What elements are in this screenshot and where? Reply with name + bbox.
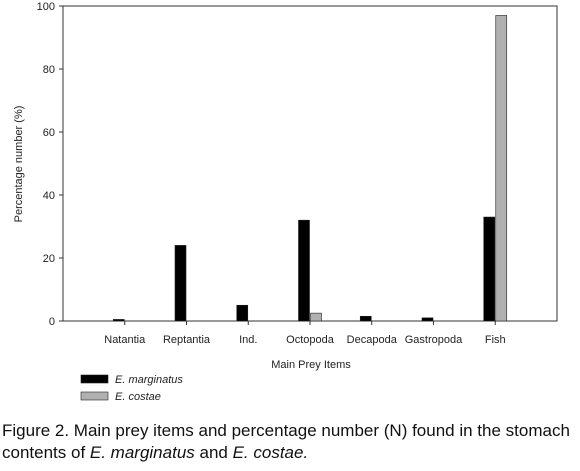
bar-series-1 (236, 304, 249, 322)
x-tick-label: Decapoda (347, 334, 398, 346)
bar-series-1 (421, 317, 434, 322)
legend-swatch (80, 391, 109, 401)
y-axis-title: Percentage number (%) (13, 106, 25, 223)
plot-frame (62, 5, 558, 322)
legend: E. marginatus E. costae (80, 374, 183, 403)
legend-label: E. costae (115, 391, 161, 403)
x-tick-label: Fish (485, 334, 506, 346)
x-tick-label: Natantia (104, 334, 146, 346)
y-tick-label: 40 (43, 190, 55, 202)
x-tick-label: Octopoda (286, 334, 335, 346)
x-axis-ticks: Natantia Reptantia Ind. Octopoda Decapoda Gas… (104, 321, 506, 346)
bar-chart: 0 20 40 60 80 100 Natantia Reptantia Ind. Octopo… (13, 1, 558, 403)
x-axis-title: Main Prey Items (271, 359, 351, 371)
legend-label: E. marginatus (115, 374, 183, 386)
bars (112, 15, 508, 322)
figure-caption: Figure 2. Main prey items and percentage… (2, 420, 578, 464)
x-tick-label: Reptantia (163, 334, 211, 346)
caption-conjunction: and (194, 443, 233, 462)
legend-swatch (80, 374, 109, 384)
y-tick-label: 100 (37, 1, 55, 13)
y-tick-label: 0 (49, 316, 55, 328)
x-tick-label: Gastropoda (405, 334, 463, 346)
y-tick-label: 60 (43, 127, 55, 139)
bar-series-1 (112, 319, 125, 322)
bar-series-1 (174, 245, 187, 322)
caption-species-2: E. costae. (232, 443, 309, 462)
caption-species-1: E. marginatus (89, 443, 195, 462)
y-tick-label: 80 (43, 64, 55, 76)
caption-text: Figure 2. Main prey items and percentage… (2, 421, 570, 462)
y-tick-label: 20 (43, 253, 55, 265)
bar-series-2 (495, 15, 508, 322)
bar-series-1 (359, 315, 372, 322)
x-tick-label: Ind. (239, 334, 257, 346)
plot-area (62, 5, 558, 322)
bar-series-1 (298, 219, 310, 322)
y-axis-ticks: 0 20 40 60 80 100 (37, 1, 63, 328)
bar-series-1 (483, 216, 496, 322)
bar-series-2 (310, 312, 322, 322)
